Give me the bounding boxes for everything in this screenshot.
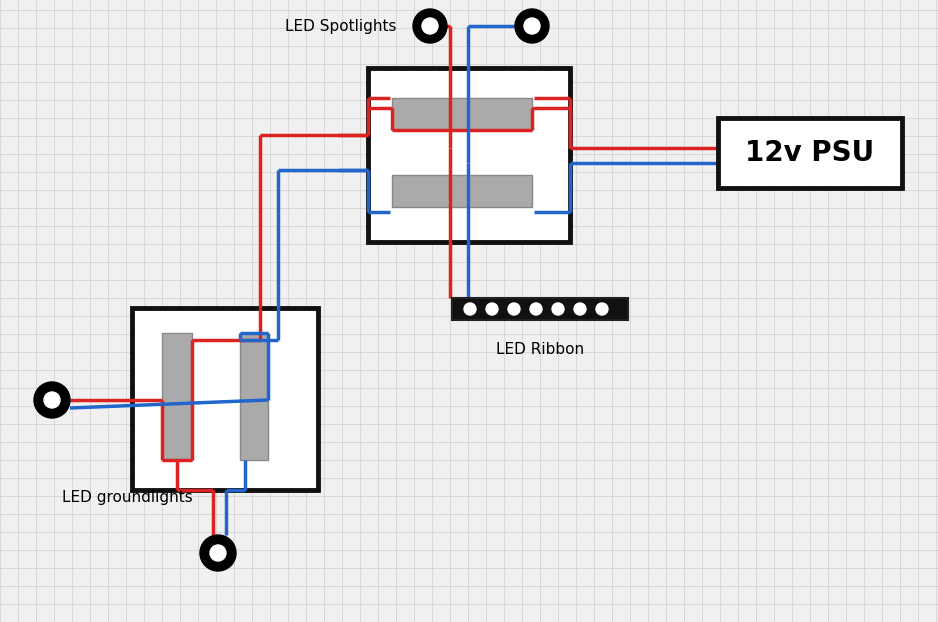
Circle shape xyxy=(44,392,60,408)
FancyBboxPatch shape xyxy=(392,175,532,207)
Circle shape xyxy=(486,303,498,315)
Circle shape xyxy=(413,9,447,43)
FancyBboxPatch shape xyxy=(162,333,192,460)
FancyBboxPatch shape xyxy=(132,308,318,490)
FancyBboxPatch shape xyxy=(718,118,902,188)
Circle shape xyxy=(596,303,608,315)
Circle shape xyxy=(200,535,236,571)
FancyBboxPatch shape xyxy=(392,98,532,130)
FancyBboxPatch shape xyxy=(452,298,628,320)
FancyBboxPatch shape xyxy=(368,68,570,242)
Text: LED Ribbon: LED Ribbon xyxy=(496,342,584,357)
Circle shape xyxy=(464,303,476,315)
Circle shape xyxy=(515,9,549,43)
Circle shape xyxy=(574,303,586,315)
FancyBboxPatch shape xyxy=(240,333,268,460)
Text: LED groundlights: LED groundlights xyxy=(62,490,192,505)
Circle shape xyxy=(422,18,438,34)
Circle shape xyxy=(524,18,540,34)
Text: LED Spotlights: LED Spotlights xyxy=(285,19,397,34)
Circle shape xyxy=(508,303,520,315)
Text: 12v PSU: 12v PSU xyxy=(746,139,874,167)
Circle shape xyxy=(552,303,564,315)
Circle shape xyxy=(530,303,542,315)
Circle shape xyxy=(34,382,70,418)
Circle shape xyxy=(210,545,226,561)
